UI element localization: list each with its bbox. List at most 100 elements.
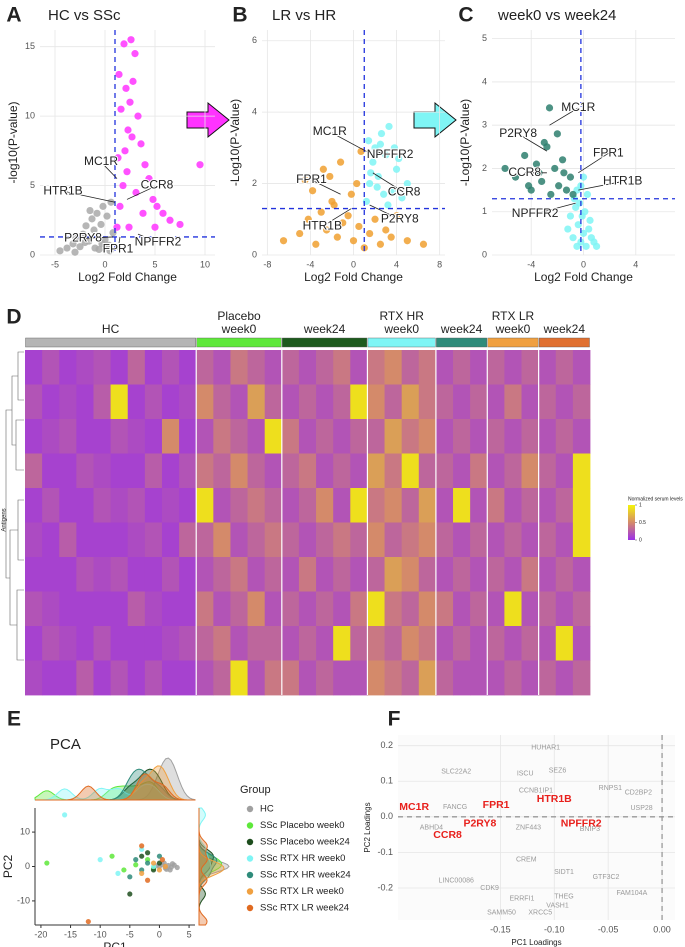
cell <box>144 384 163 420</box>
point <box>145 175 153 183</box>
cell <box>572 453 591 489</box>
point <box>139 870 145 876</box>
point <box>62 812 68 818</box>
cell <box>298 522 317 558</box>
cell <box>487 419 505 454</box>
point <box>376 140 385 148</box>
cell <box>367 384 385 420</box>
leader-line <box>374 151 391 156</box>
x-tick-label: 5 <box>152 259 157 269</box>
y-tick-label: 0 <box>482 249 487 259</box>
cell <box>161 626 180 661</box>
cell <box>418 419 437 454</box>
x-axis-label: PC1 <box>103 940 127 947</box>
x-tick-label: 0.00 <box>653 924 671 934</box>
point <box>103 212 111 220</box>
point <box>551 164 559 173</box>
point <box>97 857 103 863</box>
point <box>156 853 163 859</box>
cell <box>316 557 334 592</box>
group-bar <box>487 337 539 348</box>
group-label: week0 <box>495 322 531 336</box>
point <box>511 173 520 181</box>
cell <box>247 453 266 489</box>
group-bar <box>282 337 368 348</box>
point <box>353 179 361 188</box>
cell <box>179 350 197 385</box>
point <box>63 244 71 252</box>
cell <box>76 591 94 627</box>
cell <box>264 591 283 627</box>
point <box>119 181 127 190</box>
cell <box>161 522 180 558</box>
cell <box>504 660 522 696</box>
loading-label: FAM104A <box>617 890 648 897</box>
cell <box>93 591 112 627</box>
cell <box>264 419 283 454</box>
point <box>333 233 341 241</box>
x-tick-label: 0 <box>157 929 162 939</box>
cell <box>42 660 60 696</box>
y-axis-label: -log10(P-value) <box>6 101 20 183</box>
cell <box>76 626 94 661</box>
loading-label: THEG <box>554 894 573 901</box>
loading-label: CD2BP2 <box>625 789 652 796</box>
point <box>279 237 288 245</box>
cell <box>281 419 300 454</box>
point <box>382 226 390 234</box>
point <box>156 867 163 873</box>
loading-label: ZNF443 <box>516 824 541 831</box>
y-tick-label: 5 <box>30 180 35 190</box>
x-tick-label: 5 <box>187 929 192 939</box>
cell <box>538 660 557 696</box>
cell <box>127 626 146 661</box>
cell <box>127 350 146 385</box>
cell <box>144 557 163 592</box>
leader-line <box>549 107 579 126</box>
loading-label: FPR1 <box>483 799 510 811</box>
cell <box>264 557 283 592</box>
cell <box>161 453 180 489</box>
density <box>198 808 208 926</box>
cell <box>42 419 60 454</box>
cell <box>76 384 94 420</box>
point <box>344 212 352 220</box>
loading-label: GTF3C2 <box>593 874 620 881</box>
point <box>388 187 396 195</box>
cell <box>435 660 454 696</box>
x-tick-label: 0 <box>581 259 586 269</box>
cell <box>144 419 163 454</box>
cell <box>213 522 231 558</box>
cell <box>572 419 591 454</box>
point <box>116 202 124 210</box>
x-tick-label: 0 <box>102 259 107 269</box>
cell <box>264 488 283 523</box>
point <box>384 201 392 209</box>
x-axis-label: PC1 Loadings <box>511 938 561 947</box>
cell <box>59 591 77 627</box>
cell <box>418 522 437 558</box>
point <box>569 234 577 242</box>
x-tick-label: -20 <box>34 929 47 939</box>
group-label: week0 <box>221 322 257 336</box>
annotation: NPFFR2 <box>135 235 182 249</box>
cell <box>435 591 454 627</box>
point <box>398 194 406 202</box>
cell <box>161 591 180 627</box>
y-tick-label: 6 <box>252 35 257 45</box>
cell <box>316 419 334 454</box>
cell <box>316 488 334 523</box>
chart-title: LR vs HR <box>272 7 336 24</box>
point <box>81 238 89 247</box>
point <box>133 862 139 868</box>
cell <box>453 419 471 454</box>
cell <box>264 384 283 420</box>
cell <box>401 626 420 661</box>
point <box>82 222 90 230</box>
cell <box>110 350 129 385</box>
point <box>91 244 99 252</box>
cell <box>350 419 368 454</box>
cell <box>384 557 403 592</box>
cell <box>25 384 43 420</box>
cell <box>504 453 522 489</box>
